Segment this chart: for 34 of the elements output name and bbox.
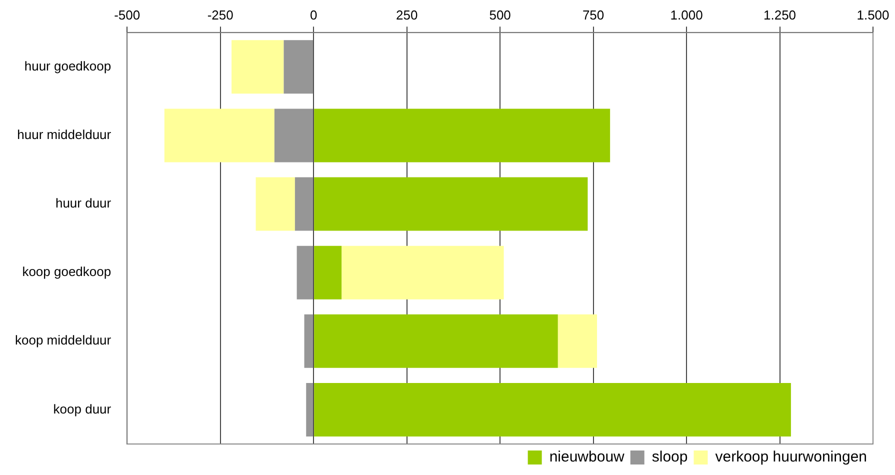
x-tick-label: 750	[582, 7, 604, 22]
legend-label: sloop	[652, 448, 688, 466]
bar	[314, 382, 791, 436]
bar	[296, 246, 314, 300]
x-tick-label: -250	[207, 7, 234, 22]
x-tick-label: 250	[396, 7, 418, 22]
bar	[284, 40, 314, 94]
x-tick-label: 500	[489, 7, 511, 22]
x-tick-label: 1.000	[670, 7, 703, 22]
bar	[314, 108, 610, 162]
y-tick-label: huur goedkoop	[24, 58, 112, 74]
legend-label: nieuwbouw	[549, 448, 625, 466]
y-tick-label: huur duur	[55, 196, 112, 211]
bar	[304, 314, 314, 368]
x-tick-label: -500	[114, 7, 140, 22]
y-tick-label: koop duur	[53, 401, 112, 416]
y-tick-label: koop middelduur	[14, 332, 112, 348]
bar	[164, 108, 274, 162]
bar	[256, 177, 295, 231]
y-tick-label: huur middelduur	[17, 127, 112, 142]
bar	[314, 177, 588, 231]
bar	[314, 314, 558, 368]
bar	[294, 177, 314, 231]
bar	[558, 314, 598, 368]
y-tick-label: koop goedkoop	[22, 264, 112, 280]
bar	[274, 108, 314, 162]
x-tick-label: 1.250	[763, 7, 796, 22]
bar	[342, 246, 504, 300]
x-tick-label: 0	[310, 7, 318, 22]
x-tick-label: 1.500	[856, 7, 890, 22]
bar	[306, 382, 314, 436]
legend-label: verkoop huurwoningen	[715, 448, 868, 466]
bar	[314, 246, 342, 300]
bar	[232, 40, 284, 94]
